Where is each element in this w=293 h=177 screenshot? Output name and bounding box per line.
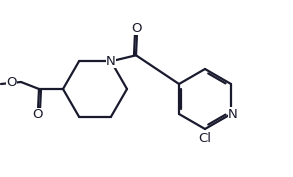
Text: N: N bbox=[228, 107, 238, 121]
Text: O: O bbox=[6, 76, 17, 88]
Text: O: O bbox=[33, 109, 43, 121]
Text: O: O bbox=[132, 22, 142, 35]
Text: Cl: Cl bbox=[198, 132, 212, 144]
Text: N: N bbox=[106, 55, 116, 68]
